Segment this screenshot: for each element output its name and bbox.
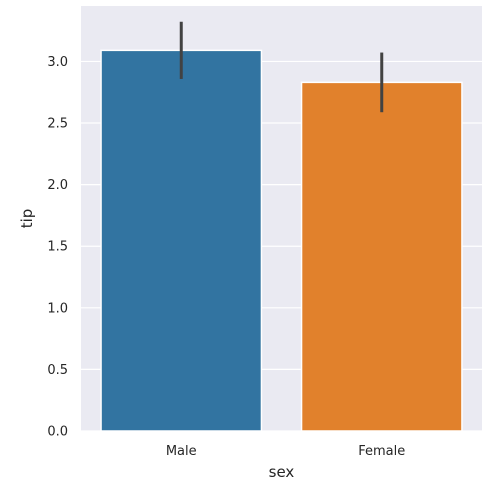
y-tick-label: 1.5 <box>47 240 68 255</box>
bars <box>100 49 463 432</box>
y-tick-label: 2.5 <box>47 117 68 132</box>
y-tick-label: 3.0 <box>47 55 68 70</box>
x-tick-label: Male <box>166 444 197 459</box>
y-tick-label: 0.5 <box>47 363 68 378</box>
x-tick-label: Female <box>358 444 405 459</box>
y-tick-label: 1.0 <box>47 301 68 316</box>
bar-male <box>100 49 263 432</box>
error-bars <box>179 21 384 113</box>
y-tick-label: 0.0 <box>47 425 68 440</box>
x-tick-labels: Male Female <box>166 444 405 459</box>
bar-female <box>300 81 463 432</box>
y-tick-label: 2.0 <box>47 178 68 193</box>
x-axis-label: sex <box>269 463 295 481</box>
y-axis-label: tip <box>18 209 36 229</box>
y-tick-labels: 0.0 0.5 1.0 1.5 2.0 2.5 3.0 <box>47 55 68 440</box>
